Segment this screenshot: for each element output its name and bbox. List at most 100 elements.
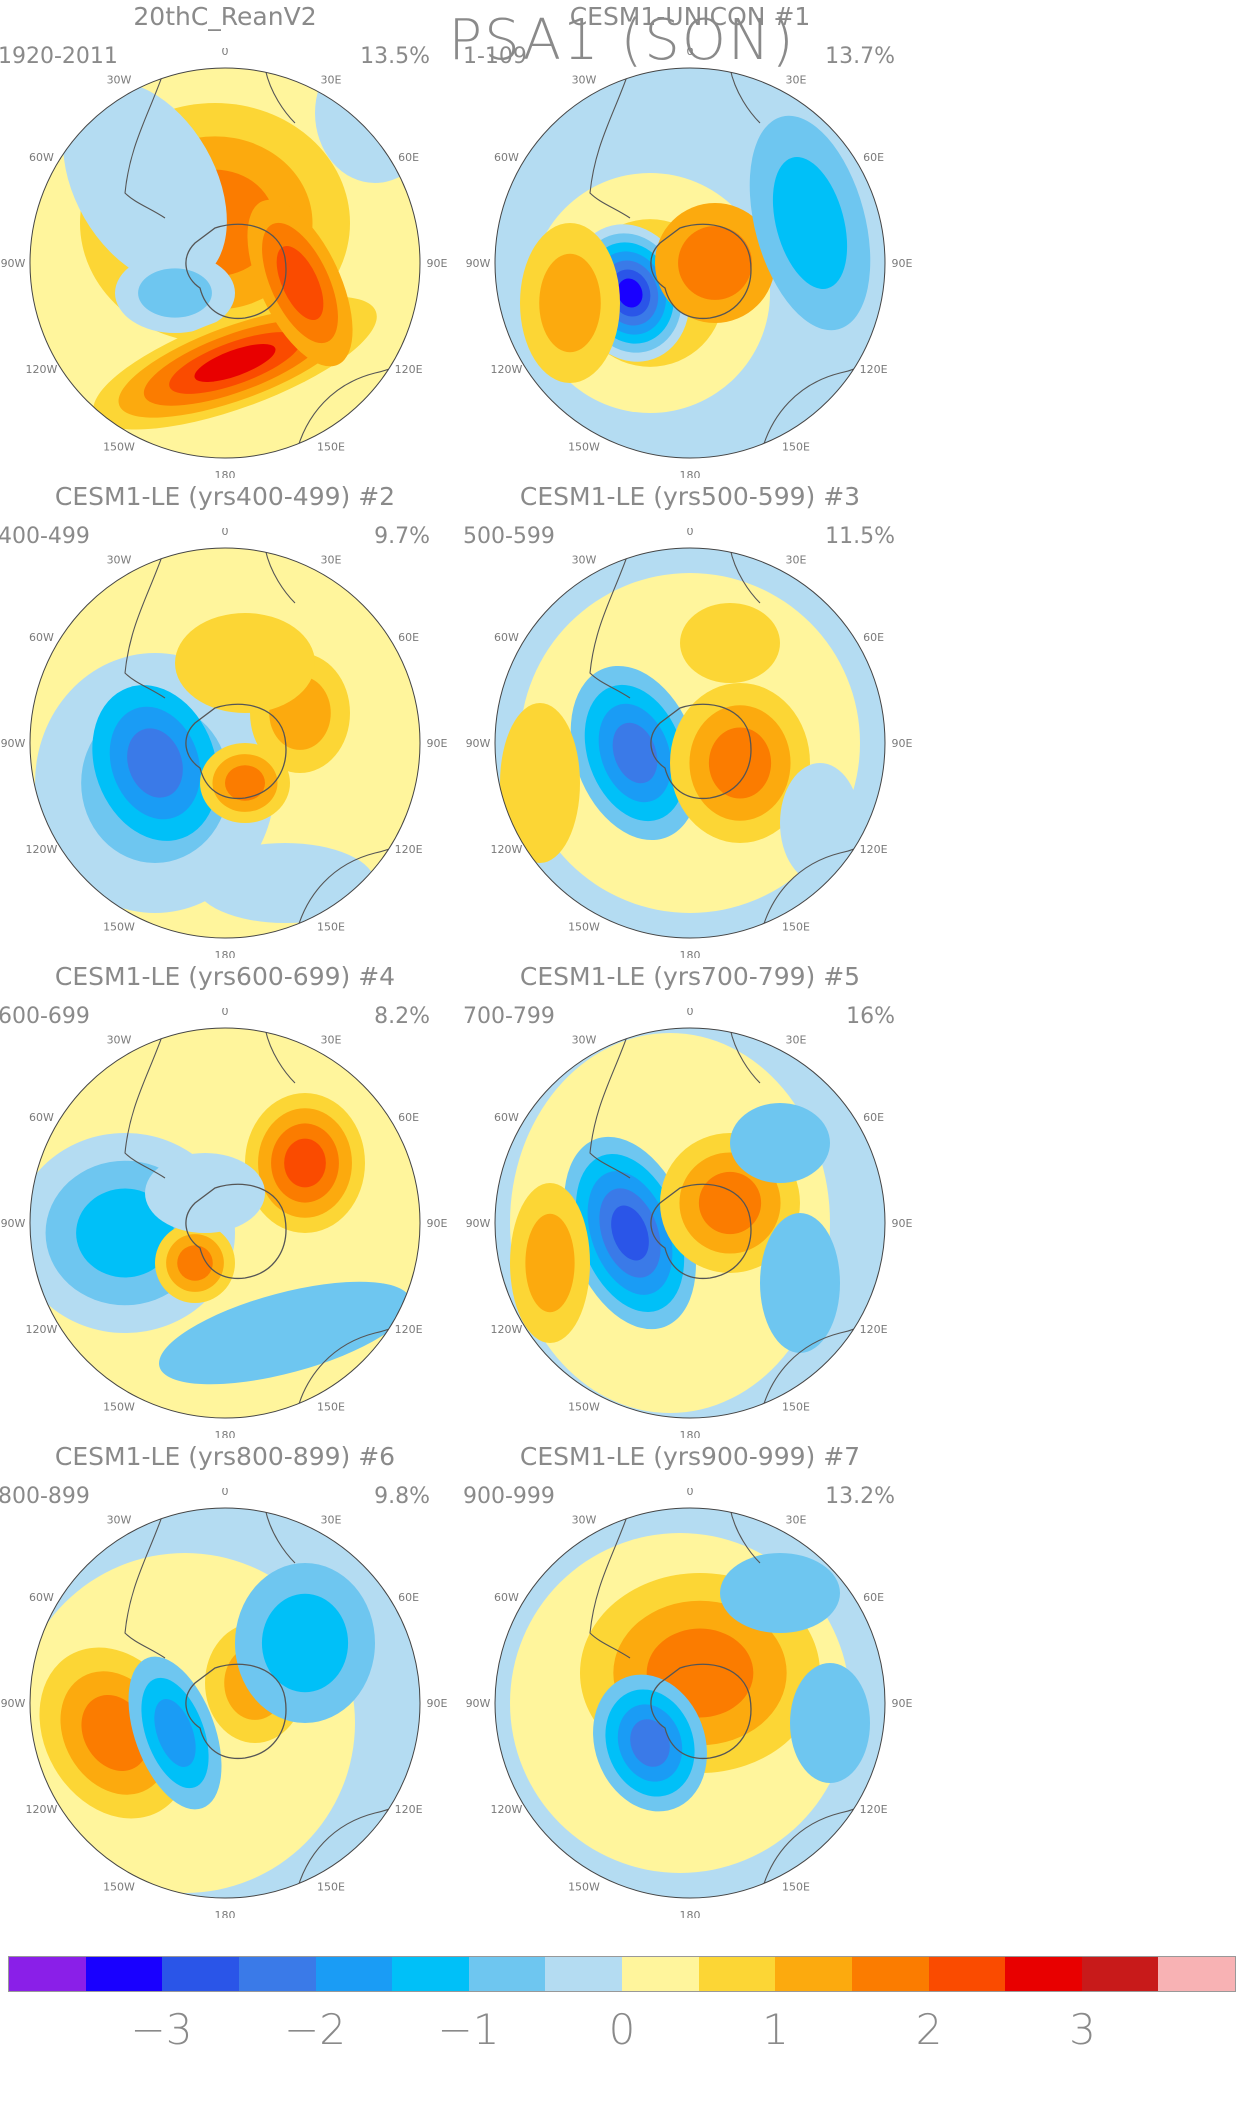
longitude-label: 60W [29,151,54,164]
africa-coastline [729,1028,761,1084]
longitude-label: 30W [572,1513,597,1526]
panel-variance-percent: 11.5% [825,524,895,549]
contour-fill [154,1699,196,1767]
longitude-label: 90W [1,257,26,270]
longitude-label: 120W [25,1323,57,1336]
longitude-label: 120E [860,843,888,856]
colorbar-tick-label: 1 [762,2005,789,2054]
longitude-label: 150E [317,921,345,934]
contour-fill [730,1103,830,1183]
longitude-label: 150E [317,1401,345,1414]
longitude-label: 90W [1,1217,26,1230]
longitude-label: 120W [490,1323,522,1336]
contour-fill [680,603,780,683]
longitude-label: 30E [321,553,342,566]
polar-map: 0 30E 60E 90E 120E 150E 180 150W 120W 90W 60W 30W [466,48,913,478]
longitude-label: 150W [568,921,600,934]
longitude-label: 90E [892,257,913,270]
panel-variance-percent: 16% [846,1004,895,1029]
longitude-label: 90W [1,1697,26,1710]
contour-fill [127,728,183,798]
contour-fill [177,1245,213,1281]
longitude-label: 90W [466,737,491,750]
panel-title: CESM1-LE (yrs600-699) #4 [54,962,396,991]
panel-title: CESM1-LE (yrs400-499) #2 [54,482,396,511]
contour-fill [617,278,643,308]
map-boundary [494,1507,886,1899]
africa-coastline [264,1028,296,1084]
longitude-label: 120E [395,1323,423,1336]
panel-title: CESM1-LE (yrs800-899) #6 [54,1442,396,1471]
longitude-label: 180 [680,1429,701,1438]
contour-fill [63,81,227,285]
polar-map: 0 30E 60E 90E 120E 150E 180 150W 120W 90W 60W 30W [1,528,448,958]
longitude-label: 90W [466,257,491,270]
polar-map: 0 30E 60E 90E 120E 150E 180 150W 120W 90W 60W 30W [1,48,448,478]
panel-variance-percent: 9.8% [374,1484,430,1509]
panel-years: 1-109 [463,44,527,69]
colorbar-swatch [468,1957,546,1991]
longitude-label: 120W [490,363,522,376]
longitude-label: 150W [103,1881,135,1894]
longitude-label: 60W [29,1111,54,1124]
longitude-label: 0 [222,48,229,58]
polar-map: 0 30E 60E 90E 120E 150E 180 150W 120W 90W 60W 30W [466,1008,913,1438]
contour-fill [159,1281,411,1385]
longitude-label: 150E [782,441,810,454]
longitude-label: 180 [215,949,236,958]
panel-title: 20thC_ReanV2 [133,2,317,31]
longitude-label: 0 [222,1008,229,1018]
panel-years: 1920-2011 [0,44,118,69]
longitude-label: 180 [215,1909,236,1918]
colorbar-swatch [85,1957,163,1991]
longitude-label: 60W [494,1591,519,1604]
longitude-label: 60E [398,1111,419,1124]
longitude-label: 150E [317,441,345,454]
figure-title: PSA1 (SON) [448,8,796,73]
panel-variance-percent: 13.2% [825,1484,895,1509]
antarctica-coastline [650,703,752,800]
longitude-label: 90E [892,1697,913,1710]
longitude-label: 150W [568,1881,600,1894]
longitude-label: 30E [786,1513,807,1526]
antarctica-coastline [185,1663,287,1760]
africa-coastline [264,68,296,124]
longitude-label: 30W [572,73,597,86]
contour-fill [698,1171,762,1235]
contour-fill [780,763,860,883]
map-panel: CESM1-LE (yrs500-599) #3 500-599 11.5% 0 30E… [455,482,925,958]
longitude-label: 0 [222,1488,229,1498]
longitude-label: 90E [427,737,448,750]
colorbar-swatch [392,1957,469,1991]
panel-variance-percent: 9.7% [374,524,430,549]
map-panel: CESM1-LE (yrs400-499) #2 400-499 9.7% 0 30E 6… [0,482,460,958]
longitude-label: 120E [860,363,888,376]
longitude-label: 30W [107,73,132,86]
map-panel: CESM1-LE (yrs800-899) #6 800-899 9.8% 0 30E 6… [0,1442,460,1918]
contour-fill [175,613,315,713]
south-america-coastline [589,68,631,219]
colorbar-swatch [1005,1957,1082,1991]
colorbar-swatch [238,1957,316,1991]
longitude-label: 0 [687,1008,694,1018]
south-america-coastline [124,1028,166,1179]
contour-fill [138,268,212,318]
longitude-label: 150W [103,1401,135,1414]
south-america-coastline [589,1508,631,1659]
colorbar-swatch [9,1957,86,1991]
longitude-label: 60E [398,1591,419,1604]
longitude-label: 90E [427,1697,448,1710]
map-boundary [494,67,886,459]
longitude-label: 30W [107,553,132,566]
colorbar-tick-label: −2 [284,2005,346,2054]
colorbar-tick-label: 3 [1069,2005,1096,2054]
longitude-label: 90E [892,737,913,750]
africa-coastline [264,1508,296,1564]
longitude-label: 180 [680,1909,701,1918]
polar-map: 0 30E 60E 90E 120E 150E 180 150W 120W 90W 60W 30W [1,1008,448,1438]
longitude-label: 0 [687,1488,694,1498]
panel-years: 700-799 [463,1004,555,1029]
africa-coastline [729,548,761,604]
contour-fill [678,226,752,300]
panel-years: 800-899 [0,1484,90,1509]
